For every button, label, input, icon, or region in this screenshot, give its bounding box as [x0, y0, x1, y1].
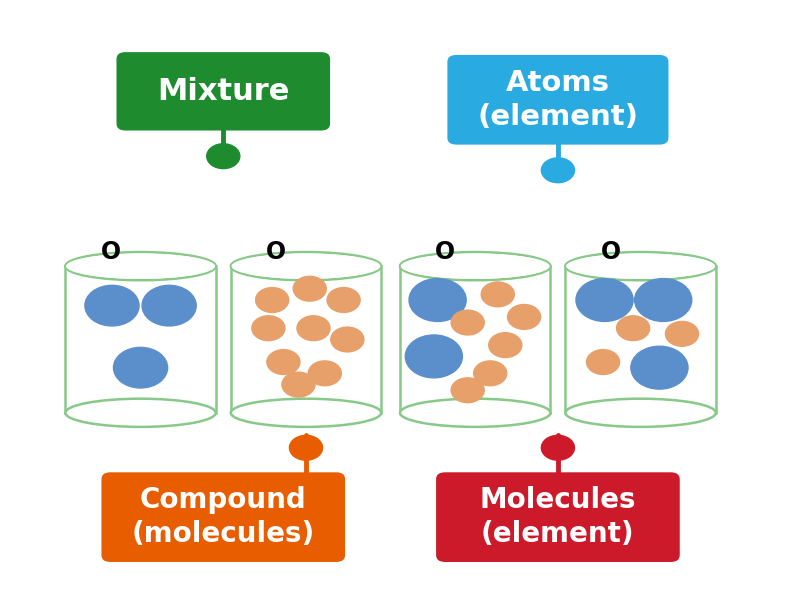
Ellipse shape	[400, 398, 550, 427]
Circle shape	[489, 333, 522, 358]
Ellipse shape	[66, 252, 216, 280]
Circle shape	[617, 316, 650, 341]
Circle shape	[308, 361, 342, 386]
Circle shape	[282, 372, 315, 397]
Circle shape	[634, 278, 692, 322]
Circle shape	[542, 158, 574, 182]
Circle shape	[256, 287, 289, 313]
Circle shape	[631, 346, 688, 389]
Circle shape	[297, 316, 330, 341]
Circle shape	[666, 322, 698, 346]
Polygon shape	[400, 266, 550, 413]
Ellipse shape	[566, 252, 716, 280]
Circle shape	[474, 361, 506, 386]
Ellipse shape	[231, 253, 381, 279]
Circle shape	[252, 316, 285, 341]
Text: Atoms
(element): Atoms (element)	[478, 69, 638, 131]
Polygon shape	[231, 266, 381, 413]
Ellipse shape	[66, 253, 215, 279]
Text: Mixture: Mixture	[157, 77, 290, 106]
Circle shape	[327, 287, 360, 313]
Ellipse shape	[66, 398, 216, 427]
Circle shape	[576, 278, 633, 322]
FancyBboxPatch shape	[117, 52, 330, 131]
Circle shape	[409, 278, 466, 322]
Circle shape	[294, 277, 326, 301]
Text: Compound
(molecules): Compound (molecules)	[132, 487, 315, 548]
Circle shape	[85, 286, 139, 326]
Text: Molecules
(element): Molecules (element)	[480, 487, 636, 548]
Text: O: O	[435, 240, 455, 264]
Circle shape	[451, 378, 484, 403]
Text: O: O	[266, 240, 286, 264]
Circle shape	[206, 144, 240, 169]
Ellipse shape	[566, 253, 715, 279]
Polygon shape	[66, 266, 216, 413]
Circle shape	[507, 305, 541, 329]
Text: O: O	[601, 240, 621, 264]
Ellipse shape	[566, 398, 716, 427]
Circle shape	[586, 350, 619, 374]
Ellipse shape	[400, 252, 550, 280]
Polygon shape	[566, 266, 716, 413]
Ellipse shape	[230, 252, 381, 280]
Circle shape	[482, 282, 514, 307]
Circle shape	[142, 286, 196, 326]
Text: O: O	[101, 240, 121, 264]
Circle shape	[406, 335, 462, 378]
FancyBboxPatch shape	[436, 472, 680, 562]
FancyBboxPatch shape	[447, 55, 669, 145]
Circle shape	[267, 350, 300, 374]
Ellipse shape	[401, 253, 550, 279]
FancyBboxPatch shape	[102, 472, 345, 562]
Circle shape	[114, 347, 168, 388]
Circle shape	[331, 327, 364, 352]
Circle shape	[542, 436, 574, 460]
Circle shape	[290, 436, 322, 460]
Circle shape	[451, 310, 484, 335]
Ellipse shape	[230, 398, 381, 427]
